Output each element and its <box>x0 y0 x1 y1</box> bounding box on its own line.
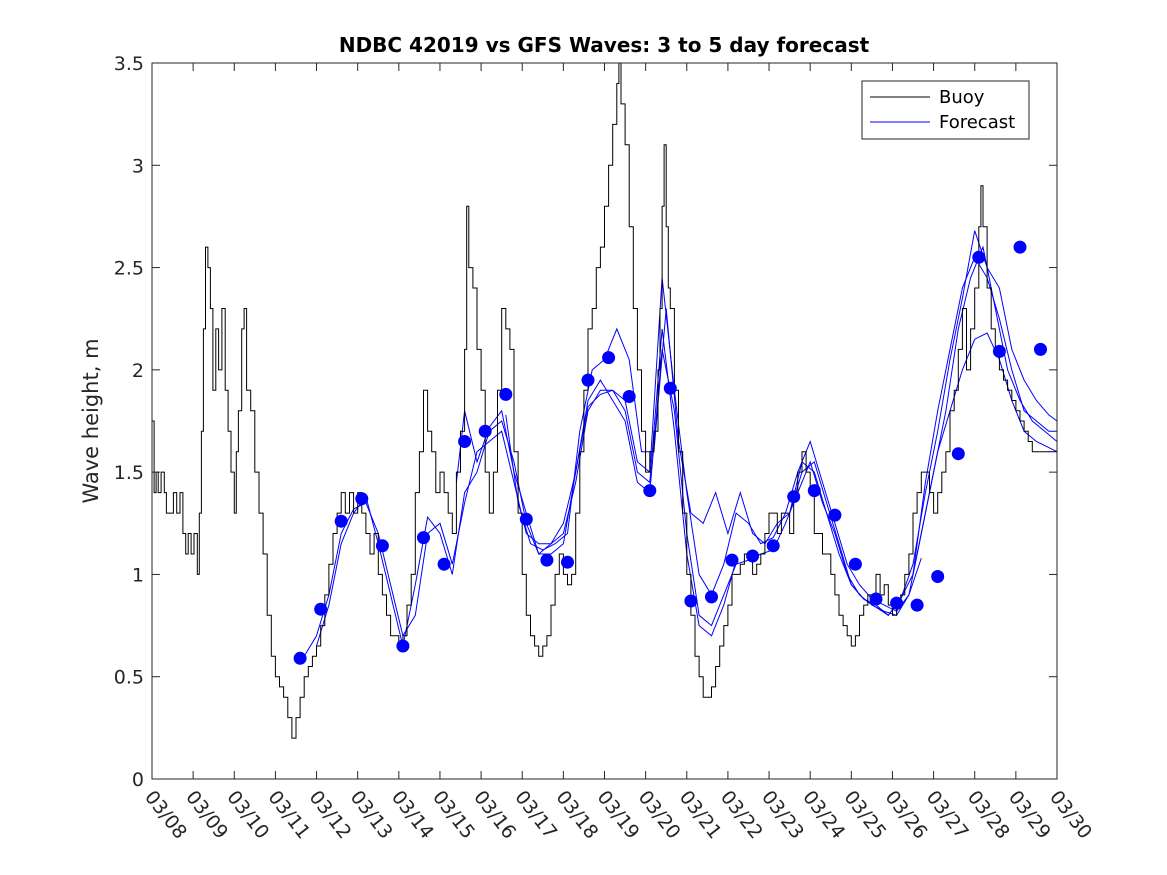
forecast-marker <box>828 508 842 522</box>
axes-box <box>151 62 1058 780</box>
forecast-marker <box>417 531 430 545</box>
y-tick-label: 0 <box>132 769 144 791</box>
y-tick-label: 2 <box>132 360 144 382</box>
forecast-marker <box>396 639 410 653</box>
forecast-marker <box>992 344 1006 358</box>
legend: Buoy Forecast <box>861 80 1030 140</box>
plot-area <box>152 63 1057 779</box>
forecast-marker <box>869 592 883 606</box>
forecast-marker <box>602 351 616 365</box>
forecast-marker <box>787 490 801 504</box>
forecast-marker <box>519 512 533 526</box>
forecast-marker <box>314 602 328 616</box>
forecast-line-5 <box>789 230 1057 616</box>
forecast-marker <box>705 590 718 604</box>
forecast-marker <box>622 390 636 403</box>
forecast-marker <box>581 373 595 387</box>
forecast-marker <box>1034 342 1047 356</box>
chart-title: NDBC 42019 vs GFS Waves: 3 to 5 day fore… <box>339 33 870 57</box>
forecast-marker <box>951 447 965 461</box>
forecast-line-6 <box>912 332 1057 575</box>
forecast-marker <box>972 250 986 264</box>
buoy-line <box>152 63 1057 739</box>
forecast-marker <box>890 596 904 610</box>
y-tick-label: 2.5 <box>114 258 144 280</box>
forecast-marker <box>684 594 698 608</box>
forecast-marker <box>293 651 307 665</box>
legend-label-buoy: Buoy <box>939 87 985 108</box>
forecast-marker <box>540 553 554 567</box>
forecast-marker <box>458 435 472 448</box>
forecast-marker <box>746 549 760 563</box>
forecast-marker <box>931 570 945 583</box>
forecast-marker <box>355 492 369 506</box>
forecast-marker <box>478 424 492 438</box>
forecast-marker <box>663 381 677 395</box>
forecast-line-2 <box>316 349 922 647</box>
legend-label-forecast: Forecast <box>939 112 1015 133</box>
forecast-marker <box>766 539 780 553</box>
y-axis-label: Wave height, m <box>79 338 103 503</box>
y-tick-label: 3 <box>132 155 144 177</box>
forecast-marker <box>848 557 862 571</box>
y-tick-label: 1.5 <box>114 462 144 484</box>
forecast-marker <box>499 387 513 401</box>
forecast-marker <box>910 598 924 612</box>
forecast-marker <box>375 539 389 553</box>
legend-box <box>861 80 1030 140</box>
forecast-marker <box>725 553 739 567</box>
forecast-marker <box>643 484 657 498</box>
forecast-marker <box>1013 240 1027 254</box>
series-layer <box>152 63 1057 739</box>
forecast-line-3 <box>455 245 1057 612</box>
forecast-marker <box>437 557 451 571</box>
y-tick-label: 1 <box>132 564 144 586</box>
forecast-marker <box>334 514 348 528</box>
y-tick-label: 0.5 <box>114 667 144 689</box>
forecast-marker <box>807 484 821 498</box>
y-tick-label: 3.5 <box>114 53 144 75</box>
forecast-line-4 <box>505 256 1057 617</box>
forecast-marker <box>561 555 574 569</box>
